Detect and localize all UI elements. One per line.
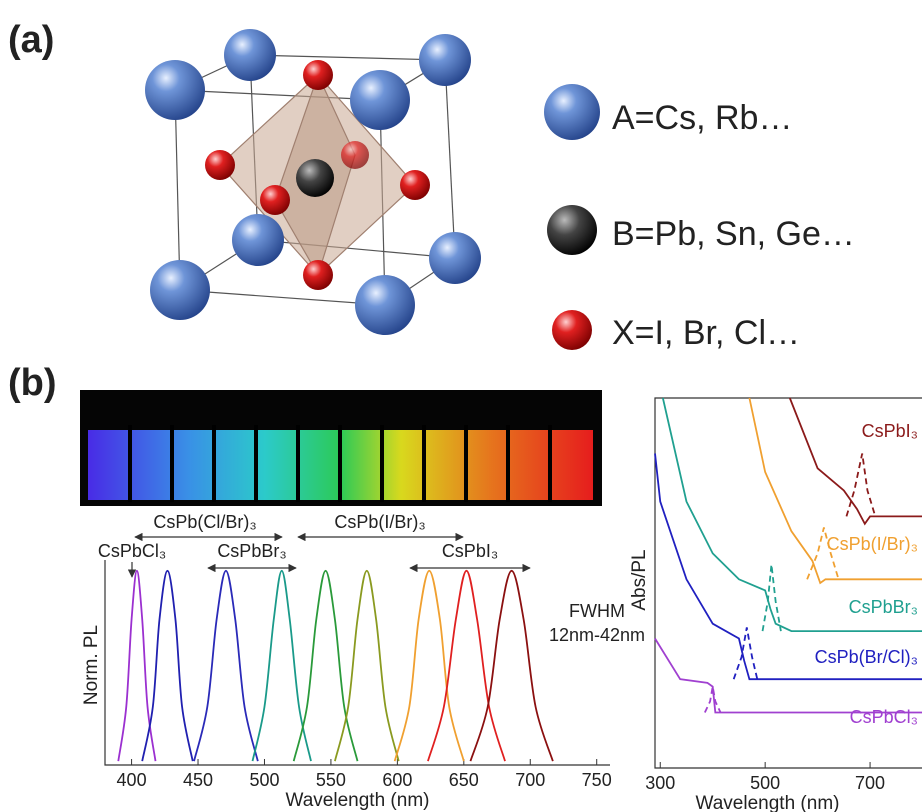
series-label: CsPb(Br/Cl)₃ <box>815 647 918 667</box>
x-tick-label: 750 <box>582 770 612 790</box>
x-tick-label: 600 <box>382 770 412 790</box>
series-label: CsPbCl₃ <box>850 707 918 727</box>
series-line <box>734 627 758 679</box>
x-tick-label: 500 <box>750 773 780 793</box>
series-line <box>194 571 258 761</box>
x-tick-label: 400 <box>117 770 147 790</box>
x-tick-label: 700 <box>515 770 545 790</box>
series-line <box>763 565 781 632</box>
crystal-structure <box>145 29 481 335</box>
annotation: CsPbBr₃ <box>217 541 286 561</box>
annotation: FWHM <box>569 601 625 621</box>
panel-label: (a) <box>8 19 54 61</box>
vial-photo <box>80 390 602 506</box>
legend: A=Cs, Rb… B=Pb, Sn, Ge… X=I, Br, Cl… <box>544 84 855 352</box>
series-line <box>142 571 193 761</box>
figure: (a) (b) A=Cs, Rb… B=Pb, Sn, Ge… X=I, Br,… <box>0 0 922 812</box>
series-line <box>846 454 875 517</box>
series-label: CsPbBr₃ <box>849 597 918 617</box>
series-label: CsPb(I/Br)₃ <box>827 534 918 554</box>
series-label: CsPbI₃ <box>862 421 918 441</box>
x-tick-label: 450 <box>183 770 213 790</box>
x-axis-label: Wavelength (nm) <box>286 790 430 811</box>
x-tick-label: 550 <box>316 770 346 790</box>
annotation: CsPbI₃ <box>442 541 498 561</box>
series-line <box>395 571 464 761</box>
x-axis-label: Wavelength (nm) <box>696 793 840 812</box>
series-line <box>655 454 922 680</box>
legend-text: B=Pb, Sn, Ge… <box>612 215 855 253</box>
legend-text: A=Cs, Rb… <box>612 99 792 137</box>
y-axis-label: Norm. PL <box>81 625 102 705</box>
panel-label: (b) <box>8 362 57 404</box>
y-axis-label: Abs/PL <box>629 549 650 610</box>
x-tick-label: 300 <box>645 773 675 793</box>
series-line <box>790 398 922 524</box>
x-tick-label: 650 <box>449 770 479 790</box>
series-line <box>335 571 399 761</box>
x-tick-label: 500 <box>249 770 279 790</box>
series-line <box>705 687 721 713</box>
series-line <box>118 571 155 761</box>
annotation: CsPb(I/Br)₃ <box>334 512 425 532</box>
annotation: CsPb(Cl/Br)₃ <box>153 512 256 532</box>
annotation: CsPbCl₃ <box>98 541 166 561</box>
x-tick-label: 700 <box>855 773 885 793</box>
legend-text: X=I, Br, Cl… <box>612 314 800 352</box>
annotation: 12nm-42nm <box>549 625 645 645</box>
